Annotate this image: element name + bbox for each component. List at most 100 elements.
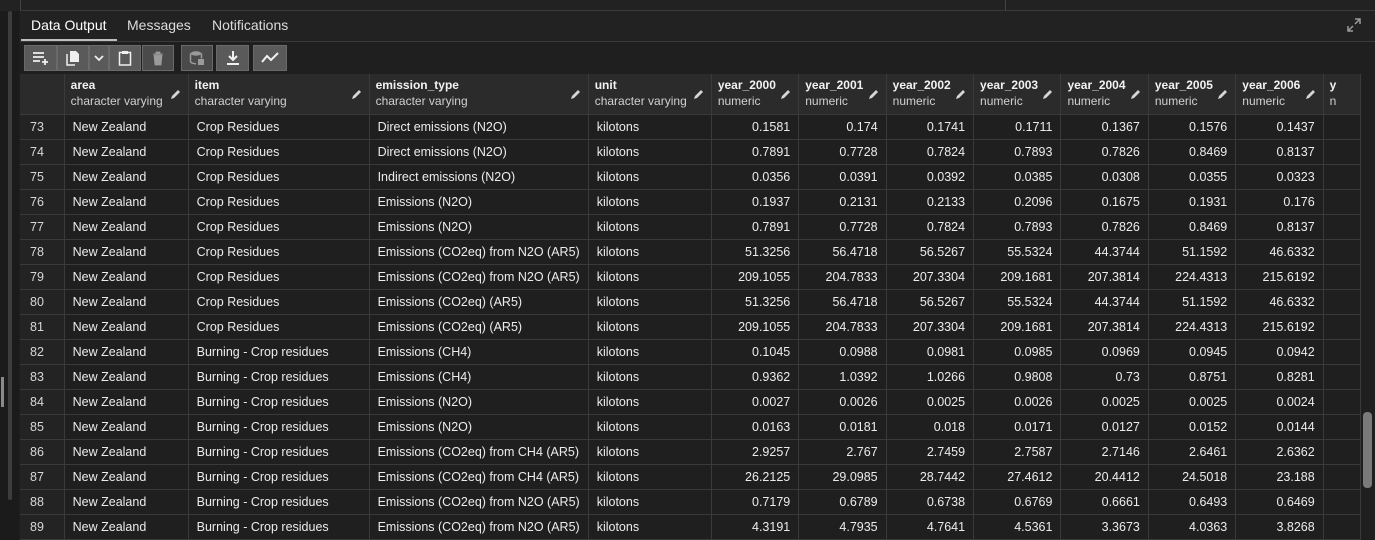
table-cell[interactable]: 0.7728 xyxy=(798,214,887,240)
table-cell[interactable]: 207.3304 xyxy=(886,314,975,340)
table-cell[interactable]: 44.3744 xyxy=(1060,239,1149,265)
table-cell[interactable]: New Zealand xyxy=(64,489,189,515)
vertical-scrollbar[interactable] xyxy=(1361,74,1375,540)
table-cell[interactable]: New Zealand xyxy=(64,364,189,390)
table-cell[interactable]: Crop Residues xyxy=(188,239,370,265)
save-data-button[interactable] xyxy=(181,45,213,71)
table-cell[interactable]: Crop Residues xyxy=(188,264,370,290)
row-number-cell[interactable]: 87 xyxy=(20,464,65,490)
table-cell[interactable]: 0.0323 xyxy=(1235,164,1324,190)
table-cell[interactable]: 215.6192 xyxy=(1235,314,1324,340)
table-row[interactable]: 79 New Zealand Crop Residues Emissions (CO2… xyxy=(20,264,1361,290)
tab-data-output[interactable]: Data Output xyxy=(21,11,117,41)
table-cell[interactable]: 0.7728 xyxy=(798,139,887,165)
table-cell[interactable]: 0.8751 xyxy=(1148,364,1237,390)
table-cell[interactable]: Burning - Crop residues xyxy=(188,439,370,465)
table-cell[interactable]: Crop Residues xyxy=(188,114,370,140)
column-header-unit[interactable]: unit character varying xyxy=(588,74,712,115)
row-number-cell[interactable]: 75 xyxy=(20,164,65,190)
table-cell[interactable]: 55.5324 xyxy=(973,289,1062,315)
table-cell[interactable]: Crop Residues xyxy=(188,189,370,215)
table-cell[interactable]: Crop Residues xyxy=(188,314,370,340)
row-number-cell[interactable]: 84 xyxy=(20,389,65,415)
table-cell[interactable]: 0.0025 xyxy=(1060,389,1149,415)
table-cell[interactable]: Emissions (CO2eq) (AR5) xyxy=(369,289,589,315)
table-cell[interactable]: 1.0266 xyxy=(886,364,975,390)
table-cell[interactable]: 0.0985 xyxy=(973,339,1062,365)
table-cell[interactable]: 0.0025 xyxy=(1148,389,1237,415)
resize-handle[interactable] xyxy=(1,377,4,407)
table-cell[interactable]: 46.6332 xyxy=(1235,239,1324,265)
table-cell[interactable]: 0.1711 xyxy=(973,114,1062,140)
table-cell[interactable]: 0.2131 xyxy=(798,189,887,215)
table-cell[interactable]: 0.8281 xyxy=(1235,364,1324,390)
edit-pencil-icon[interactable] xyxy=(1042,88,1054,100)
table-cell[interactable] xyxy=(1323,114,1361,140)
table-cell[interactable]: 0.1045 xyxy=(711,339,800,365)
table-cell[interactable]: New Zealand xyxy=(64,114,189,140)
edit-pencil-icon[interactable] xyxy=(1130,88,1142,100)
row-number-cell[interactable]: 74 xyxy=(20,139,65,165)
column-header-year-2004[interactable]: year_2004 numeric xyxy=(1060,74,1149,115)
table-cell[interactable]: 0.7826 xyxy=(1060,214,1149,240)
table-cell[interactable]: 207.3814 xyxy=(1060,264,1149,290)
table-cell[interactable]: 0.0981 xyxy=(886,339,975,365)
table-cell[interactable]: Burning - Crop residues xyxy=(188,339,370,365)
table-cell[interactable]: 0.0144 xyxy=(1235,414,1324,440)
table-row[interactable]: 87 New Zealand Burning - Crop residues Emis… xyxy=(20,464,1361,490)
table-cell[interactable]: 44.3744 xyxy=(1060,289,1149,315)
table-cell[interactable]: 0.7891 xyxy=(711,214,800,240)
table-cell[interactable]: 0.7826 xyxy=(1060,139,1149,165)
table-cell[interactable]: 0.6469 xyxy=(1235,489,1324,515)
table-row[interactable]: 76 New Zealand Crop Residues Emissions (N2O… xyxy=(20,189,1361,215)
table-cell[interactable]: New Zealand xyxy=(64,389,189,415)
table-cell[interactable]: New Zealand xyxy=(64,239,189,265)
table-cell[interactable]: 2.7587 xyxy=(973,439,1062,465)
table-cell[interactable]: 0.8137 xyxy=(1235,139,1324,165)
table-cell[interactable]: 56.5267 xyxy=(886,239,975,265)
table-cell[interactable]: kilotons xyxy=(588,264,712,290)
table-cell[interactable]: kilotons xyxy=(588,339,712,365)
table-cell[interactable]: 2.6461 xyxy=(1148,439,1237,465)
table-cell[interactable]: Crop Residues xyxy=(188,139,370,165)
table-cell[interactable]: kilotons xyxy=(588,439,712,465)
table-row[interactable]: 75 New Zealand Crop Residues Indirect emiss… xyxy=(20,164,1361,190)
table-cell[interactable]: kilotons xyxy=(588,214,712,240)
table-cell[interactable]: 26.2125 xyxy=(711,464,800,490)
table-cell[interactable]: kilotons xyxy=(588,239,712,265)
table-cell[interactable] xyxy=(1323,239,1361,265)
graph-visualiser-button[interactable] xyxy=(253,45,287,71)
table-cell[interactable] xyxy=(1323,489,1361,515)
table-cell[interactable]: kilotons xyxy=(588,389,712,415)
table-cell[interactable]: 204.7833 xyxy=(798,264,887,290)
table-cell[interactable]: 0.0988 xyxy=(798,339,887,365)
table-cell[interactable]: Crop Residues xyxy=(188,289,370,315)
copy-button[interactable] xyxy=(57,45,89,71)
table-cell[interactable] xyxy=(1323,414,1361,440)
table-cell[interactable]: 0.0356 xyxy=(711,164,800,190)
table-cell[interactable]: Emissions (CO2eq) (AR5) xyxy=(369,314,589,340)
table-cell[interactable]: 4.7641 xyxy=(886,514,975,540)
table-cell[interactable]: 0.8137 xyxy=(1235,214,1324,240)
table-cell[interactable]: New Zealand xyxy=(64,139,189,165)
table-cell[interactable]: 0.8469 xyxy=(1148,214,1237,240)
table-cell[interactable] xyxy=(1323,164,1361,190)
table-cell[interactable]: Burning - Crop residues xyxy=(188,464,370,490)
table-cell[interactable] xyxy=(1323,139,1361,165)
table-cell[interactable]: 0.0152 xyxy=(1148,414,1237,440)
table-cell[interactable] xyxy=(1323,464,1361,490)
table-cell[interactable]: 0.1367 xyxy=(1060,114,1149,140)
table-row[interactable]: 77 New Zealand Crop Residues Emissions (N2O… xyxy=(20,214,1361,240)
table-cell[interactable]: Crop Residues xyxy=(188,164,370,190)
table-cell[interactable]: Emissions (CO2eq) from CH4 (AR5) xyxy=(369,464,589,490)
edit-pencil-icon[interactable] xyxy=(780,88,792,100)
table-cell[interactable]: kilotons xyxy=(588,164,712,190)
table-row[interactable]: 73 New Zealand Crop Residues Direct emissio… xyxy=(20,114,1361,140)
table-row[interactable]: 82 New Zealand Burning - Crop residues Emis… xyxy=(20,339,1361,365)
table-cell[interactable]: Indirect emissions (N2O) xyxy=(369,164,589,190)
table-cell[interactable]: 2.9257 xyxy=(711,439,800,465)
table-cell[interactable]: 0.6661 xyxy=(1060,489,1149,515)
table-cell[interactable]: kilotons xyxy=(588,289,712,315)
table-cell[interactable]: 56.4718 xyxy=(798,289,887,315)
